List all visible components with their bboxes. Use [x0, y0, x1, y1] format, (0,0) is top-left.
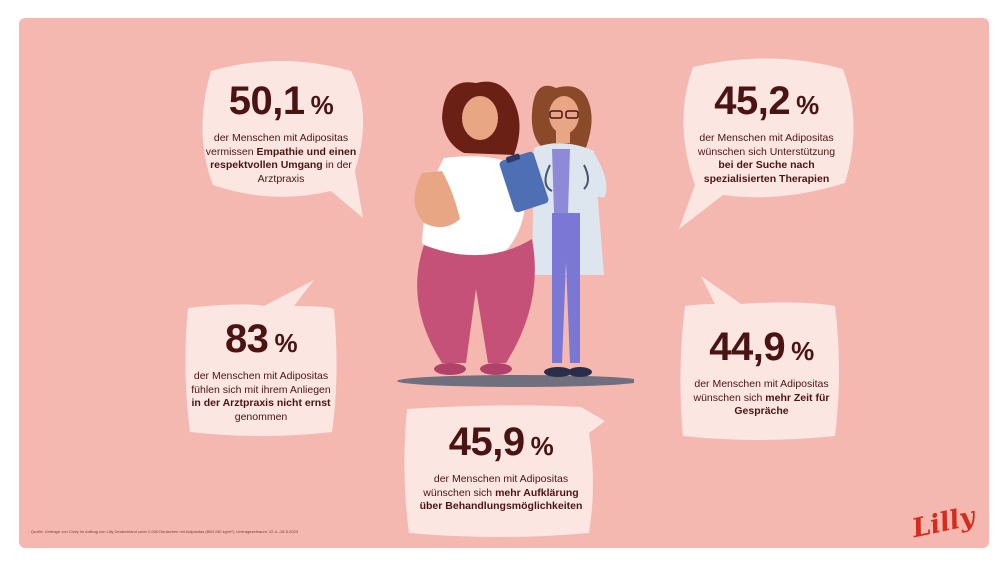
stat-bubble-not-taken-seriously: 83% der Menschen mit Adipositas fühlen s… [182, 280, 342, 440]
stat-description: der Menschen mit Adipositas wünschen sic… [693, 378, 830, 417]
speech-bubble-shape [185, 280, 337, 436]
stat-value: 50,1% [228, 79, 334, 123]
stat-bubble-more-time: 44,9% der Menschen mit Adipositas wünsch… [679, 276, 844, 442]
stat-value: 45,9% [448, 420, 554, 464]
source-note: Quelle: Umfrage von Civey im Auftrag von… [31, 529, 298, 534]
stat-bubble-empathy: 50,1% der Menschen mit Adipositas vermis… [191, 53, 371, 223]
speech-bubble-shape [680, 276, 839, 440]
stat-bubble-education: 45,9% der Menschen mit Adipositas wünsch… [401, 403, 611, 538]
doctor-figure [531, 85, 607, 377]
speech-bubble-shape [202, 61, 364, 218]
stat-description: der Menschen mit Adipositas fühlen sich … [191, 370, 331, 423]
patient-figure [414, 81, 535, 375]
stat-description: der Menschen mit Adipositas wünschen sic… [419, 473, 583, 512]
stat-description: der Menschen mit Adipositas wünschen sic… [697, 132, 836, 185]
clipboard-icon [499, 151, 549, 213]
stat-value: 44,9% [709, 325, 814, 369]
infographic-panel: 50,1% der Menschen mit Adipositas vermis… [19, 18, 989, 548]
stat-value: 83% [224, 317, 298, 361]
ground-shadow [397, 375, 634, 387]
speech-bubble-shape [404, 405, 605, 537]
lilly-logo: Lilly [909, 501, 978, 545]
stat-value: 45,2% [714, 79, 819, 123]
stat-description: der Menschen mit Adipositas vermissen Em… [205, 132, 357, 185]
patient-doctor-illustration [397, 81, 634, 387]
speech-bubble-shape [679, 58, 854, 229]
stat-bubble-therapy-search: 45,2% der Menschen mit Adipositas wünsch… [671, 53, 861, 233]
